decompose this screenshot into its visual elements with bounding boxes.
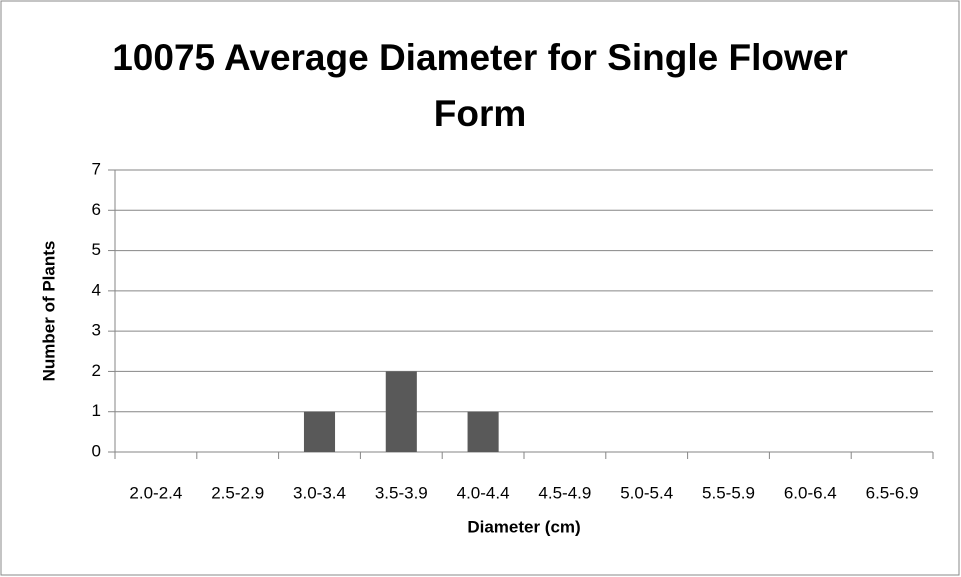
x-axis-label: Diameter (cm) [467,517,580,536]
chart-title: 10075 Average Diameter for Single Flower… [112,37,848,134]
y-tick-label: 6 [92,200,101,219]
x-tick-label: 6.0-6.4 [784,483,837,502]
y-tick-label: 0 [92,441,101,460]
x-tick-label: 5.0-5.4 [620,483,673,502]
x-tick-label: 3.5-3.9 [375,483,428,502]
x-tick-label: 4.0-4.4 [457,483,510,502]
bar [385,371,417,452]
x-tick-label: 4.5-4.9 [538,483,591,502]
x-tick-label: 5.5-5.9 [702,483,755,502]
y-tick-label: 5 [92,240,101,259]
bar [467,411,499,452]
x-tick-label: 3.0-3.4 [293,483,346,502]
y-tick-label: 3 [92,321,101,340]
y-tick-label: 1 [92,401,101,420]
y-tick-label: 7 [92,159,101,178]
y-axis-label: Number of Plants [39,241,58,382]
x-tick-label: 2.0-2.4 [129,483,182,502]
x-tick-label: 6.5-6.9 [866,483,919,502]
x-tick-label: 2.5-2.9 [211,483,264,502]
bar [303,411,336,452]
y-tick-label: 4 [92,280,101,299]
y-tick-label: 2 [92,361,101,380]
